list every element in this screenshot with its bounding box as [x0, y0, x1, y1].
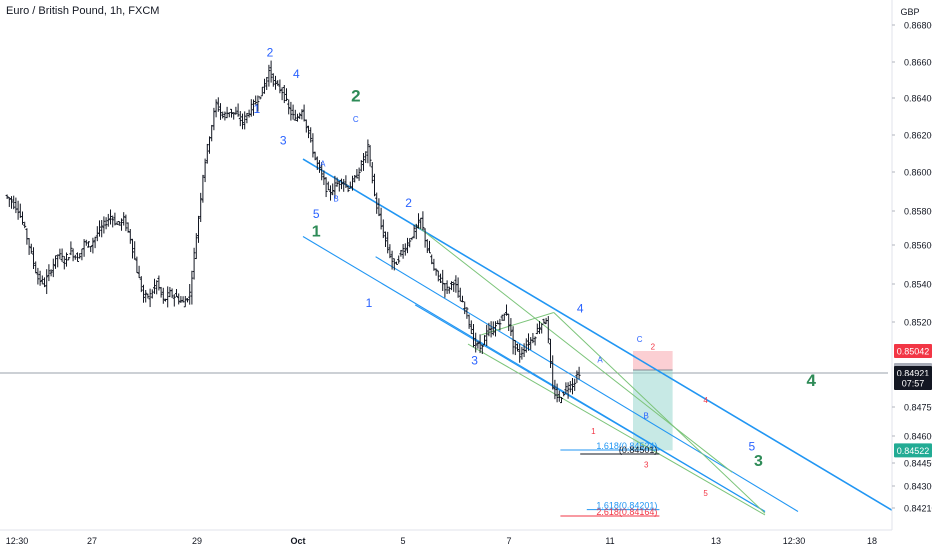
- fib-green-2-line: [467, 343, 766, 516]
- x-tick-label: 11: [605, 536, 614, 546]
- wave-label: 2: [267, 45, 274, 59]
- wave-label: 3: [644, 461, 649, 470]
- wave-label: 3: [280, 133, 287, 147]
- wave-label: 1: [591, 427, 596, 436]
- fib-green-3-line: [481, 312, 554, 336]
- price-tag-label: 0.84921: [897, 369, 930, 379]
- channel-upper-line: [302, 158, 898, 514]
- wave-label: 4: [806, 371, 816, 390]
- wave-label: C: [353, 115, 359, 124]
- wave-label: A: [320, 159, 326, 168]
- fib-level-label: 1.618(0.84201): [596, 501, 657, 511]
- wave-label: 5: [703, 489, 708, 498]
- wave-label: 5: [313, 207, 320, 221]
- x-tick-label: 29: [192, 536, 202, 546]
- wave-label: A: [597, 355, 603, 364]
- x-tick-label: 27: [87, 536, 97, 546]
- wave-label: B: [644, 412, 649, 421]
- currency-label: GBP: [900, 7, 919, 17]
- x-tick-label: 5: [400, 536, 405, 546]
- x-tick-label: Oct: [290, 536, 305, 546]
- fib-green-4-line: [553, 312, 766, 514]
- overlay-layer: 1.618(0.84524)(0.84501) 1.618(0.84201)2.6…: [302, 158, 898, 517]
- channel-lower-line: [414, 304, 766, 512]
- channel-mid-2-line: [375, 256, 799, 512]
- x-tick-label: 12:30: [783, 536, 806, 546]
- wave-label: 2: [405, 196, 412, 210]
- fib-level-label: (0.84501): [619, 445, 658, 455]
- price-tag-bg: [894, 443, 932, 458]
- fib-level-label: 2.618(0.84164): [596, 507, 657, 517]
- price-axis-bg: [892, 0, 932, 550]
- fib-level-label: 1.618(0.84524): [596, 441, 657, 451]
- wave-label: 4: [293, 67, 300, 81]
- wave-label: 1: [366, 296, 373, 310]
- wave-label: 5: [748, 440, 755, 454]
- fib-green-1-line: [414, 224, 733, 473]
- wave-label: 2: [651, 343, 656, 352]
- wave-label: 4: [703, 396, 708, 405]
- wave-label: 1: [253, 102, 260, 116]
- wave-label: 3: [754, 453, 763, 470]
- wave-label: 3: [471, 353, 478, 367]
- wave-label: C: [637, 335, 643, 344]
- x-tick-label: 12:30: [6, 536, 29, 546]
- price-tag-bg: [894, 344, 932, 358]
- x-tick-label: 7: [506, 536, 511, 546]
- price-tag-label: 0.84522: [897, 446, 930, 456]
- wave-label: B: [333, 194, 338, 203]
- x-tick-label: 18: [867, 536, 877, 546]
- price-tag-bg: [894, 376, 932, 390]
- chart-title: Euro / British Pound, 1h, FXCM: [6, 5, 160, 17]
- wave-label: 1: [312, 224, 321, 241]
- position-stop-zone: [633, 351, 673, 370]
- candle-layer: [5, 60, 581, 404]
- x-tick-label: 13: [711, 536, 721, 546]
- wave-label: 2: [351, 87, 360, 106]
- price-tag-label: 07:57: [902, 379, 925, 389]
- time-axis-bg: [0, 530, 892, 550]
- wave-label: 4: [577, 302, 584, 316]
- price-tag-label: 0.85042: [897, 347, 930, 357]
